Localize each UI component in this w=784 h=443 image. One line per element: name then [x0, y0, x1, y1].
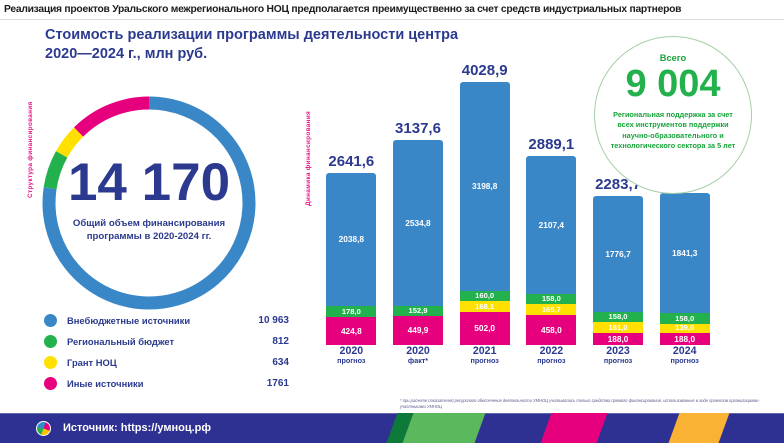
legend-color-dot-icon — [44, 314, 57, 327]
bar-total-label: 2641,6 — [328, 152, 375, 170]
stacked-bar: 2107,4 158,0 165,7 458,0 — [526, 156, 577, 345]
bar-segment-extrabudget: 2107,4 — [526, 156, 577, 294]
donut-slice-0 — [42, 96, 256, 310]
total-support-badge: Всего 9 004 Региональная поддержка за сч… — [594, 36, 752, 194]
x-axis-year: 2022 — [539, 345, 564, 357]
bar-total-label: 4028,9 — [461, 62, 508, 79]
bar-segment-other: 188,0 — [659, 332, 710, 345]
footer-stripe-green — [402, 413, 486, 443]
bar-segment-extrabudget: 1841,3 — [659, 193, 710, 314]
x-axis-sublabel: факт* — [407, 356, 429, 366]
badge-value: 9 004 — [625, 63, 721, 105]
side-label-structure: Структура финансирования — [27, 101, 34, 198]
bar-segment-grant: 168,1 — [459, 301, 510, 313]
x-axis-year: 2020 — [339, 345, 364, 357]
page-title: Стоимость реализации программы деятельно… — [45, 27, 459, 62]
funding-legend: Внебюджетные источники 10 963 Региональный… — [44, 310, 289, 394]
stacked-bar: 2534,8 152,9 449,9 — [393, 140, 443, 345]
legend-value: 634 — [272, 357, 289, 368]
bar-segment-regional: 160,0 — [459, 290, 510, 302]
badge-description: Региональная поддержка за счет всех инст… — [610, 110, 736, 151]
bar-column: 4028,9 3198,8 160,0 168,1 502,0 — [451, 60, 518, 345]
source-link[interactable]: Источник: https://умноц.рф — [63, 422, 212, 434]
bar-segment-grant: 161,0 — [593, 322, 644, 333]
bar-group: 2641,6 2038,8 178,0 424,8 3137,6 2534,8 152,9 4… — [318, 60, 718, 345]
x-axis-year: 2020 — [406, 345, 430, 357]
x-axis-year: 2021 — [472, 345, 497, 357]
x-axis-sublabel: прогноз — [603, 356, 633, 366]
bar-segment-regional: 152,9 — [393, 305, 443, 316]
legend-row: Внебюджетные источники 10 963 — [44, 310, 289, 331]
bar-segment-extrabudget: 1776,7 — [593, 195, 644, 312]
bar-segment-other: 188,0 — [593, 332, 644, 345]
bar-segment-other: 502,0 — [459, 312, 510, 345]
legend-row: Региональный бюджет 812 — [44, 331, 289, 352]
x-axis-year: 2024 — [672, 345, 697, 357]
bar-segment-extrabudget: 2038,8 — [326, 172, 377, 306]
stacked-bar: 1841,3 158,0 139,0 188,0 — [659, 193, 710, 345]
x-axis-tick: 2020 прогноз — [318, 345, 385, 375]
headline-divider — [0, 19, 784, 20]
x-axis-tick: 2024 прогноз — [651, 345, 718, 375]
bar-column: 2641,6 2038,8 178,0 424,8 — [318, 60, 385, 345]
site-logo-icon — [36, 421, 51, 436]
footnote: * при расчете показателей ресурсного обе… — [400, 398, 760, 410]
bar-segment-regional: 158,0 — [659, 313, 710, 324]
donut-slice-2 — [55, 127, 84, 158]
funding-dynamics-chart: 2641,6 2038,8 178,0 424,8 3137,6 2534,8 152,9 4… — [318, 60, 718, 375]
legend-color-dot-icon — [44, 377, 57, 390]
x-axis-tick: 2021 прогноз — [451, 345, 518, 375]
stacked-bar: 3198,8 160,0 168,1 502,0 — [459, 82, 510, 345]
bar-column: 2889,1 2107,4 158,0 165,7 458,0 — [518, 60, 585, 345]
x-axis-tick: 2020 факт* — [385, 345, 452, 375]
donut-slice-1 — [43, 151, 68, 190]
footer-top-divider — [0, 413, 784, 414]
x-axis-year: 2023 — [606, 345, 630, 357]
bar-segment-regional: 178,0 — [326, 305, 377, 318]
bar-segment-other: 458,0 — [526, 315, 577, 345]
footer-stripe-yellow — [668, 413, 730, 443]
x-axis-tick: 2023 прогноз — [585, 345, 652, 375]
legend-label: Иные источники — [67, 378, 144, 389]
bar-segment-grant: 165,7 — [526, 304, 577, 316]
legend-row: Иные источники 1761 — [44, 373, 289, 394]
legend-label: Грант НОЦ — [67, 357, 117, 368]
bar-segment-regional: 158,0 — [526, 293, 577, 305]
legend-row: Грант НОЦ 634 — [44, 352, 289, 373]
bar-total-label: 3137,6 — [395, 120, 441, 138]
bar-segment-other: 449,9 — [393, 315, 443, 345]
x-axis-sublabel: прогноз — [670, 356, 699, 366]
legend-label: Региональный бюджет — [67, 336, 175, 347]
x-axis-sublabel: прогноз — [537, 356, 566, 366]
stacked-bar: 2038,8 178,0 424,8 — [326, 172, 377, 345]
bar-column: 3137,6 2534,8 152,9 449,9 — [385, 60, 452, 345]
x-axis: 2020 прогноз 2020 факт* 2021 прогноз 2022 прогн… — [318, 345, 718, 375]
bar-segment-other: 424,8 — [326, 317, 377, 345]
x-axis-sublabel: прогноз — [470, 356, 499, 366]
legend-label: Внебюджетные источники — [67, 315, 191, 326]
x-axis-tick: 2022 прогноз — [518, 345, 585, 375]
x-axis-sublabel: прогноз — [337, 356, 366, 366]
bar-segment-regional: 158,0 — [593, 311, 644, 323]
legend-value: 1761 — [266, 378, 289, 389]
bar-segment-extrabudget: 3198,8 — [459, 82, 510, 291]
bar-column: 2283,7 1776,7 158,0 161,0 188,0 — [585, 60, 652, 345]
bar-segment-grant: 139,0 — [659, 323, 710, 333]
badge-label: Всего — [659, 53, 687, 63]
funding-structure-donut: 14 170 Общий объем финансирования програ… — [34, 88, 264, 318]
side-label-dynamics: Динамика финансирования — [305, 111, 312, 206]
headline-banner: Реализация проектов Уральского межрегион… — [4, 4, 682, 15]
donut-svg — [42, 96, 256, 310]
legend-value: 10 963 — [258, 315, 289, 326]
footer-stripe-pink — [540, 413, 608, 443]
legend-color-dot-icon — [44, 356, 57, 369]
bar-total-label: 2889,1 — [528, 136, 575, 154]
donut-slice-3 — [74, 96, 150, 137]
footer-bar: Источник: https://умноц.рф — [0, 413, 784, 443]
legend-value: 812 — [272, 336, 289, 347]
bar-segment-extrabudget: 2534,8 — [393, 140, 443, 306]
legend-color-dot-icon — [44, 335, 57, 348]
stacked-bar: 1776,7 158,0 161,0 188,0 — [593, 195, 644, 345]
